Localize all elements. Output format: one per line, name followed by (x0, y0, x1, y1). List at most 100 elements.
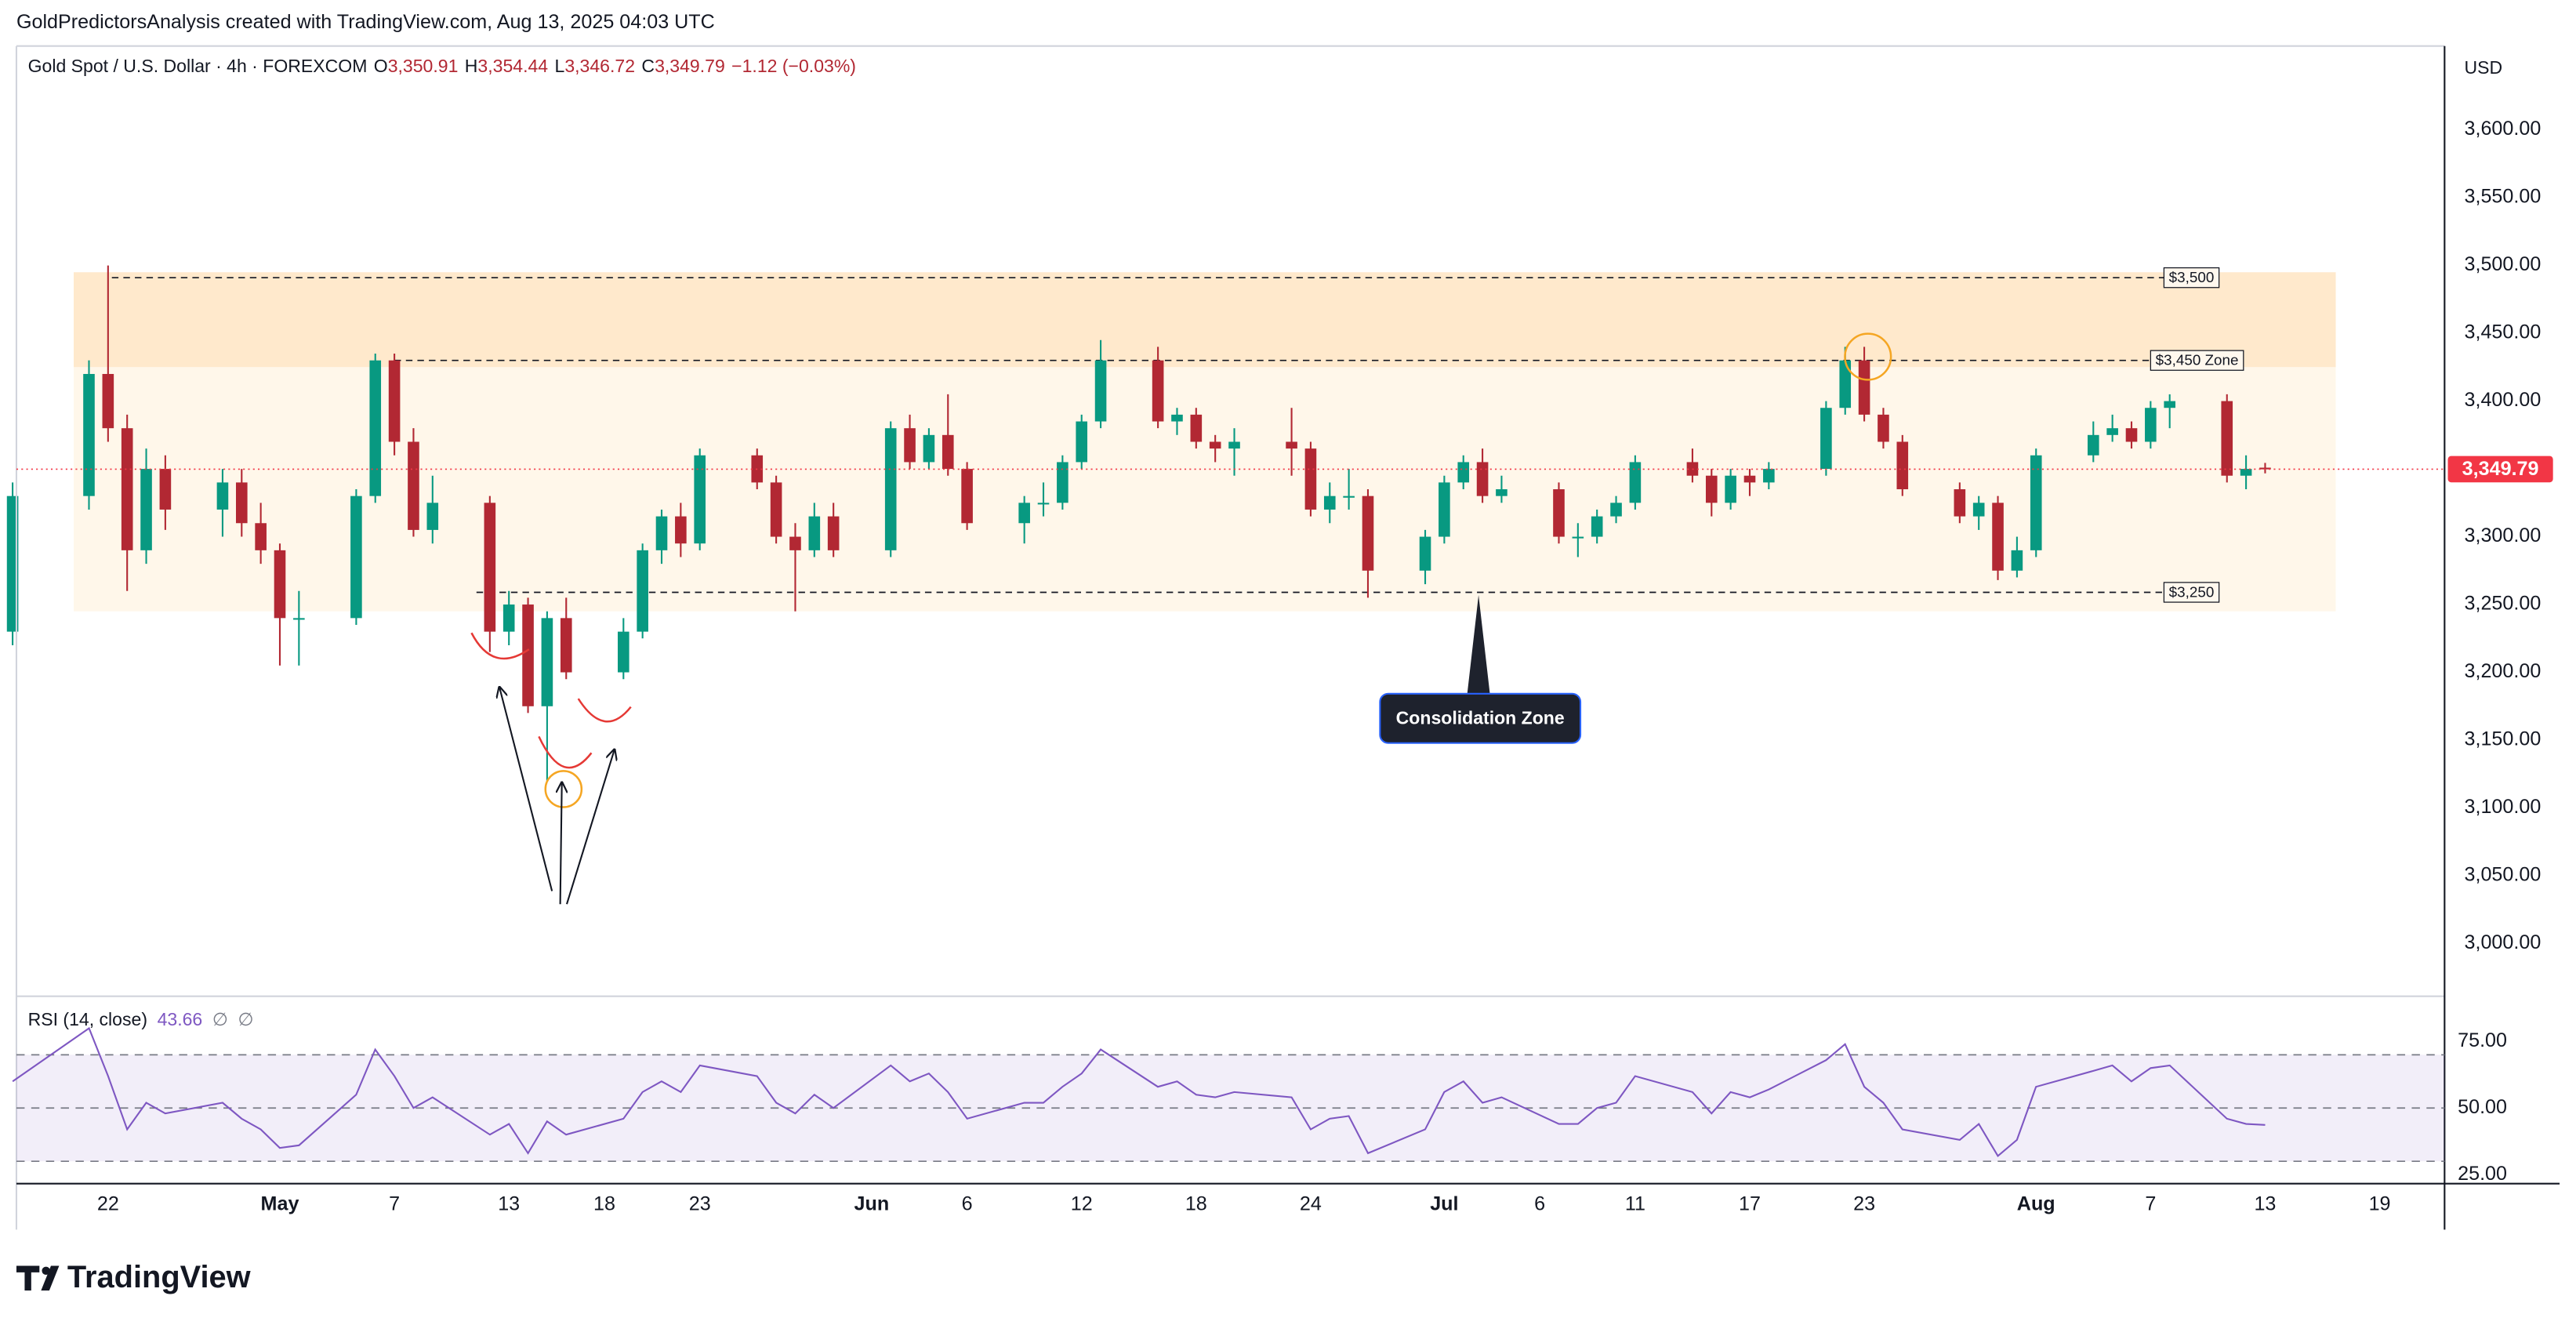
candle-body (961, 469, 973, 524)
candle-body (1896, 441, 1909, 490)
y-tick-label: 3,250.00 (2464, 593, 2541, 615)
x-tick-label: 6 (1534, 1193, 1545, 1215)
rsi-extra: ∅ (238, 1009, 253, 1029)
candle-body (827, 516, 840, 550)
x-tick-label: 13 (498, 1193, 520, 1215)
rsi-tick-label: 75.00 (2458, 1029, 2507, 1051)
candle-body (1954, 489, 1966, 517)
x-tick-label: 6 (962, 1193, 973, 1215)
logo: TradingView (16, 1260, 252, 1294)
level-label-box (2163, 582, 2220, 603)
candle-body (2106, 428, 2118, 435)
level-label: $3,450 Zone (2156, 352, 2239, 368)
rsi-title: RSI (14, close) (28, 1009, 147, 1029)
candle-body (808, 516, 821, 550)
candle-body (1705, 475, 1718, 503)
candle-body (1323, 496, 1336, 510)
candle-body (789, 536, 801, 550)
candle-body (1629, 462, 1642, 503)
x-tick-label: 22 (97, 1193, 119, 1215)
candle-body (1057, 462, 1068, 503)
arrow (566, 750, 615, 905)
x-tick-label: 23 (689, 1193, 711, 1215)
candle-body (1858, 360, 1870, 415)
ohlc-label: O (374, 56, 388, 76)
candle-body (426, 503, 439, 530)
candle-body (1209, 441, 1221, 449)
ohlc-value: 3,354.44 (477, 56, 548, 76)
change: −1.12 (−0.03%) (731, 56, 856, 76)
candle-body (522, 604, 534, 706)
y-tick-label: 3,150.00 (2464, 728, 2541, 750)
candle-body (1763, 469, 1775, 483)
candle-body (2259, 467, 2271, 470)
candle-body (1457, 462, 1470, 483)
currency: USD (2464, 57, 2502, 78)
candle-body (350, 496, 362, 619)
level-label-box (2163, 267, 2220, 289)
red-arc (538, 735, 593, 769)
candle-body (1496, 489, 1508, 496)
x-tick-label: 13 (2254, 1193, 2276, 1215)
candle-body (1190, 414, 1203, 442)
circle-mark (1844, 332, 1892, 381)
logo-icon (16, 1265, 40, 1291)
rsi-value: 43.66 (158, 1009, 203, 1029)
zone (74, 272, 2336, 368)
x-tick-label: Jun (854, 1193, 890, 1215)
candle-body (1972, 503, 1985, 517)
logo-icon (42, 1266, 50, 1276)
candle-body (2030, 455, 2042, 550)
last-price-label: 3,349.79 (2462, 458, 2539, 480)
candle-body (1037, 503, 1050, 505)
candle-body (655, 516, 668, 550)
candle-body (694, 455, 706, 544)
x-tick-label: 18 (593, 1193, 615, 1215)
candle-body (484, 503, 496, 632)
candle-body (770, 482, 782, 537)
candle-body (369, 360, 382, 496)
candle-body (102, 373, 114, 429)
candle-body (2087, 434, 2099, 456)
candle-body (1152, 360, 1164, 422)
candle-body (923, 434, 935, 463)
candle-body (1476, 462, 1489, 496)
candle-body (274, 550, 286, 619)
x-tick-label: 23 (1853, 1193, 1875, 1215)
candle-body (1839, 360, 1852, 408)
level-label: $3,500 (2169, 269, 2215, 285)
candle-body (904, 428, 916, 463)
marks: $3,500 $3,450 Zone $3,250 (6, 265, 2271, 781)
x-tick-label: 7 (389, 1193, 400, 1215)
last-price-tag (2447, 456, 2553, 483)
y-tick-label: 3,300.00 (2464, 525, 2541, 546)
candle-body (1878, 414, 1889, 442)
candle-body (83, 373, 95, 496)
x-tick-label: 12 (1071, 1193, 1093, 1215)
candle-body (1725, 475, 1736, 503)
candle-body (1743, 475, 1756, 483)
frame (15, 45, 2445, 1230)
symbol: Gold Spot / U.S. Dollar · 4h · FOREXCOM (28, 56, 368, 76)
x-tick-label: May (261, 1193, 299, 1215)
candle-body (1419, 536, 1431, 571)
red-arc (470, 632, 530, 660)
rsi-tick-label: 25.00 (2458, 1163, 2507, 1185)
candle-body (1553, 489, 1565, 537)
candle-body (2221, 401, 2233, 476)
logo-icon (41, 1265, 60, 1291)
candle-body (1228, 441, 1240, 449)
candle-body (140, 469, 152, 550)
candle-body (121, 428, 133, 550)
ohlc-value: 3,349.79 (655, 56, 725, 76)
ohlc-value: 3,350.91 (388, 56, 459, 76)
candle-body (617, 631, 629, 673)
rsi-line (12, 1026, 2266, 1158)
logo-text: TradingView (67, 1260, 252, 1294)
level-label-box (2150, 350, 2244, 371)
ohlc-label: L (555, 56, 565, 76)
rsi-extra: ∅ (212, 1009, 228, 1029)
x-tick-label: 19 (2369, 1193, 2391, 1215)
